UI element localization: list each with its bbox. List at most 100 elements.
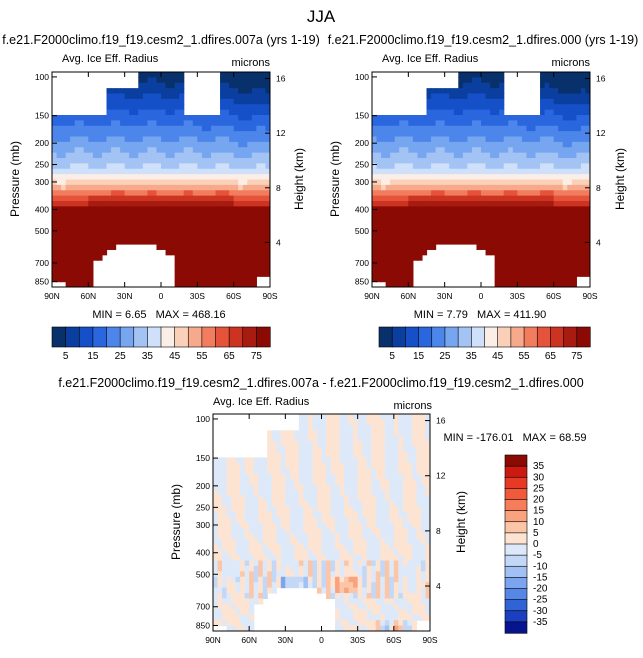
field-cell (562, 158, 568, 164)
field-cell (174, 168, 180, 175)
field-cell (381, 195, 387, 202)
field-cell (431, 93, 437, 100)
field-cell (580, 222, 587, 229)
field-cell (471, 152, 478, 159)
field-cell (222, 527, 228, 534)
field-cell (344, 565, 350, 572)
field-cell (220, 201, 226, 207)
field-cell (215, 270, 221, 277)
field-cell (124, 222, 130, 229)
field-cell (56, 260, 62, 267)
field-cell (174, 238, 180, 245)
field-cell (481, 206, 487, 213)
field-cell (179, 136, 185, 143)
colorbar-swatch (133, 326, 148, 348)
field-cell (503, 260, 509, 267)
field-cell (233, 276, 239, 283)
field-cell (398, 587, 404, 594)
field-cell (83, 125, 89, 132)
field-cell (558, 136, 564, 143)
field-cell (571, 211, 577, 218)
field-cell (517, 190, 523, 197)
field-cell (540, 136, 546, 143)
field-cell (70, 163, 76, 170)
field-cell (420, 468, 427, 475)
field-cell (453, 120, 459, 127)
field-cell (316, 435, 323, 442)
field-cell (467, 217, 473, 224)
field-cell (224, 217, 230, 224)
field-cell (276, 457, 282, 464)
field-cell (449, 184, 455, 191)
field-cell (503, 227, 509, 234)
field-cell (213, 500, 219, 507)
min-label: MIN = (92, 309, 125, 321)
field-cell (124, 211, 130, 218)
field-cell (240, 533, 246, 540)
field-cell (183, 141, 189, 148)
field-cell (188, 190, 194, 197)
field-cell (558, 104, 564, 111)
field-cell (403, 265, 409, 272)
field-cell (402, 598, 408, 605)
field-cell (375, 511, 381, 518)
field-cell (431, 244, 437, 250)
field-cell (106, 115, 112, 121)
field-cell (402, 603, 408, 610)
field-cell (402, 430, 408, 437)
field-cell (206, 206, 212, 213)
field-cell (348, 587, 354, 594)
field-cell (179, 82, 185, 89)
field-cell (380, 446, 386, 453)
field-cell (97, 141, 103, 148)
field-cell (366, 506, 372, 513)
field-cell (276, 576, 282, 583)
field-cell (197, 276, 203, 283)
field-cell (440, 104, 446, 111)
field-cell (316, 424, 323, 431)
field-cell (256, 163, 262, 170)
field-cell (412, 163, 419, 170)
field-cell (161, 131, 167, 138)
field-cell (471, 163, 478, 170)
field-cell (362, 555, 368, 562)
field-cell (444, 158, 450, 164)
field-cell (170, 120, 176, 127)
field-cell (330, 489, 336, 496)
max-label: MAX = (156, 309, 192, 321)
field-cell (366, 549, 372, 556)
field-cell (174, 222, 180, 229)
field-cell (366, 446, 372, 453)
field-cell (258, 457, 264, 464)
field-cell (233, 109, 239, 116)
field-cell (133, 158, 139, 164)
field-cell (393, 565, 399, 572)
field-cell (201, 260, 208, 267)
field-cell (307, 571, 314, 578)
field-cell (280, 468, 286, 475)
field-cell (530, 195, 537, 202)
field-cell (407, 511, 413, 518)
field-cell (307, 500, 314, 507)
field-cell (303, 441, 309, 448)
field-cell (238, 131, 244, 138)
field-cell (88, 136, 94, 143)
field-cell (389, 544, 395, 551)
field-cell (303, 555, 309, 562)
field-cell (224, 227, 230, 234)
field-cell (371, 424, 377, 431)
field-cell (431, 184, 437, 191)
field-cell (508, 120, 514, 127)
field-cell (444, 131, 450, 138)
field-cell (467, 190, 473, 197)
field-cell (242, 109, 248, 116)
field-cell (289, 446, 295, 453)
field-cell (402, 517, 408, 524)
field-cell (485, 244, 491, 250)
field-cell (222, 565, 228, 572)
field-cell (512, 270, 518, 277)
field-cell (380, 430, 386, 437)
field-cell (303, 576, 309, 583)
field-cell (316, 517, 323, 524)
field-cell (188, 125, 194, 132)
